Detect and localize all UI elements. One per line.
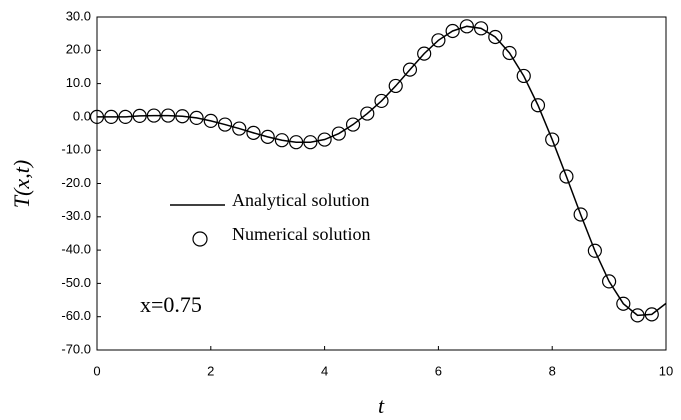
numerical-marker xyxy=(488,29,503,45)
numerical-marker xyxy=(502,45,517,61)
x-tick-label: 8 xyxy=(549,363,556,378)
x-tick-label: 0 xyxy=(93,363,100,378)
x-tick-label: 10 xyxy=(659,363,673,378)
numerical-marker xyxy=(473,21,489,36)
numerical-marker xyxy=(274,133,290,148)
y-tick-label: -10.0 xyxy=(61,142,91,157)
numerical-marker xyxy=(260,129,275,144)
y-tick-label: -70.0 xyxy=(61,341,91,356)
numerical-marker xyxy=(573,207,588,222)
numerical-marker xyxy=(417,46,432,61)
y-tick-label: 10.0 xyxy=(66,75,91,90)
numerical-marker xyxy=(217,117,233,132)
numerical-marker xyxy=(516,68,531,84)
numerical-marker xyxy=(345,117,361,132)
numerical-marker xyxy=(317,132,332,147)
y-tick-label: -60.0 xyxy=(61,308,91,323)
numerical-marker xyxy=(331,126,346,141)
y-tick-label: 20.0 xyxy=(66,42,91,57)
x-tick-label: 6 xyxy=(435,363,442,378)
y-tick-label: 30.0 xyxy=(66,8,91,23)
y-tick-label: -40.0 xyxy=(61,242,91,257)
numerical-marker xyxy=(360,106,375,121)
numerical-marker xyxy=(203,113,218,128)
analytical-line xyxy=(97,25,667,317)
numerical-marker xyxy=(545,132,560,147)
y-axis-label: T(x,t) xyxy=(9,160,34,208)
numerical-marker xyxy=(402,62,418,77)
numerical-marker xyxy=(232,121,247,136)
numerical-marker xyxy=(630,308,645,323)
legend-label: Analytical solution xyxy=(232,190,369,210)
numerical-marker xyxy=(161,108,176,123)
numerical-marker xyxy=(89,109,105,125)
x-tick-label: 4 xyxy=(321,363,328,378)
numerical-marker xyxy=(189,110,204,125)
numerical-marker xyxy=(431,33,446,48)
numerical-marker xyxy=(616,296,631,311)
numerical-marker xyxy=(132,108,147,124)
legend-label: Numerical solution xyxy=(232,224,370,244)
numerical-marker xyxy=(118,109,133,125)
numerical-marker xyxy=(459,19,474,34)
numerical-marker xyxy=(445,23,460,39)
numerical-marker xyxy=(146,108,161,123)
annotation: x=0.75 xyxy=(140,292,202,317)
numerical-marker xyxy=(601,274,617,289)
numerical-marker xyxy=(374,93,389,109)
numerical-marker xyxy=(175,109,190,124)
numerical-marker xyxy=(587,243,602,258)
numerical-marker xyxy=(246,125,261,140)
y-tick-label: -20.0 xyxy=(61,175,91,190)
numerical-marker xyxy=(289,135,304,150)
x-tick-label: 2 xyxy=(207,363,214,378)
numerical-marker xyxy=(303,135,318,150)
numerical-marker xyxy=(388,78,403,94)
y-tick-label: 0.0 xyxy=(73,108,91,123)
legend-marker xyxy=(192,231,208,247)
y-tick-label: -30.0 xyxy=(61,208,91,223)
numerical-marker xyxy=(104,109,119,125)
x-axis-label: t xyxy=(378,393,385,418)
y-tick-label: -50.0 xyxy=(61,275,91,290)
numerical-marker xyxy=(644,307,659,322)
numerical-marker xyxy=(530,98,546,113)
numerical-marker xyxy=(559,169,574,184)
